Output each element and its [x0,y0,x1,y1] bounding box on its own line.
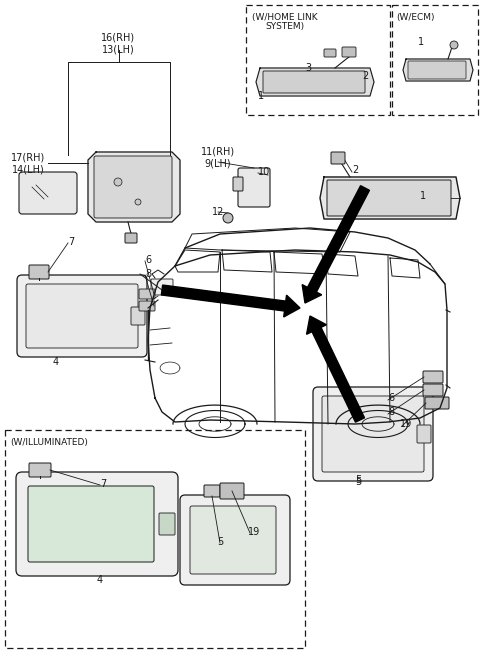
Polygon shape [312,327,364,422]
FancyBboxPatch shape [233,177,243,191]
Text: 5: 5 [355,477,361,487]
FancyBboxPatch shape [151,279,173,295]
Bar [392,5,478,115]
FancyBboxPatch shape [16,472,178,576]
FancyBboxPatch shape [131,307,145,325]
FancyBboxPatch shape [425,397,449,409]
Text: 8: 8 [145,269,151,279]
Text: 9(LH): 9(LH) [204,158,231,168]
Polygon shape [307,316,326,335]
Text: (W/HOME LINK: (W/HOME LINK [252,13,318,22]
Text: 1: 1 [420,191,426,201]
Text: 5: 5 [217,537,223,547]
FancyBboxPatch shape [94,156,172,218]
FancyBboxPatch shape [29,265,49,279]
FancyBboxPatch shape [322,396,424,472]
Text: 17(RH): 17(RH) [11,153,45,163]
Text: 4: 4 [97,575,103,585]
Text: 7: 7 [68,237,74,247]
Polygon shape [320,177,460,219]
FancyBboxPatch shape [125,233,137,243]
FancyBboxPatch shape [180,495,290,585]
Text: (W/ILLUMINATED): (W/ILLUMINATED) [10,438,88,447]
Polygon shape [256,68,374,96]
FancyBboxPatch shape [331,152,345,164]
FancyBboxPatch shape [324,49,336,57]
FancyBboxPatch shape [313,387,433,481]
FancyBboxPatch shape [139,289,155,299]
FancyBboxPatch shape [408,61,466,79]
Text: 7: 7 [100,479,106,489]
Text: 13(LH): 13(LH) [102,45,134,55]
Text: 16(RH): 16(RH) [101,33,135,43]
FancyBboxPatch shape [28,486,154,562]
Circle shape [135,199,141,205]
Text: 1: 1 [258,91,264,101]
FancyBboxPatch shape [327,180,451,216]
FancyBboxPatch shape [26,284,138,348]
Polygon shape [308,186,370,292]
Circle shape [223,213,233,223]
Circle shape [114,178,122,186]
Polygon shape [284,295,300,317]
Text: 6: 6 [388,393,394,403]
FancyBboxPatch shape [238,168,270,207]
Text: 6: 6 [145,255,151,265]
Text: 12: 12 [212,207,224,217]
Circle shape [450,41,458,49]
FancyBboxPatch shape [423,371,443,383]
FancyBboxPatch shape [190,506,276,574]
Text: 11(RH): 11(RH) [201,147,235,157]
Text: 3: 3 [305,63,311,73]
Text: 2: 2 [352,165,358,175]
Text: (W/ECM): (W/ECM) [396,13,434,22]
Polygon shape [88,152,180,222]
Polygon shape [161,285,286,311]
Bar [5,430,305,648]
Text: 19: 19 [400,419,412,429]
Text: 1: 1 [418,37,424,47]
FancyBboxPatch shape [17,275,147,357]
Polygon shape [302,285,322,303]
FancyBboxPatch shape [263,71,365,93]
FancyBboxPatch shape [423,384,443,396]
FancyBboxPatch shape [159,513,175,535]
FancyBboxPatch shape [139,301,155,311]
Text: 19: 19 [248,527,260,537]
FancyBboxPatch shape [204,485,220,497]
FancyBboxPatch shape [342,47,356,57]
FancyBboxPatch shape [417,425,431,443]
Text: 10: 10 [258,167,270,177]
Text: SYSTEM): SYSTEM) [265,22,304,31]
Text: 8: 8 [388,407,394,417]
Bar [246,5,390,115]
Polygon shape [403,59,473,81]
FancyBboxPatch shape [29,463,51,477]
Text: 4: 4 [53,357,59,367]
FancyBboxPatch shape [220,483,244,499]
Text: 2: 2 [362,71,368,81]
Text: 5: 5 [355,475,361,485]
Text: 14(LH): 14(LH) [12,165,44,175]
FancyBboxPatch shape [19,172,77,214]
